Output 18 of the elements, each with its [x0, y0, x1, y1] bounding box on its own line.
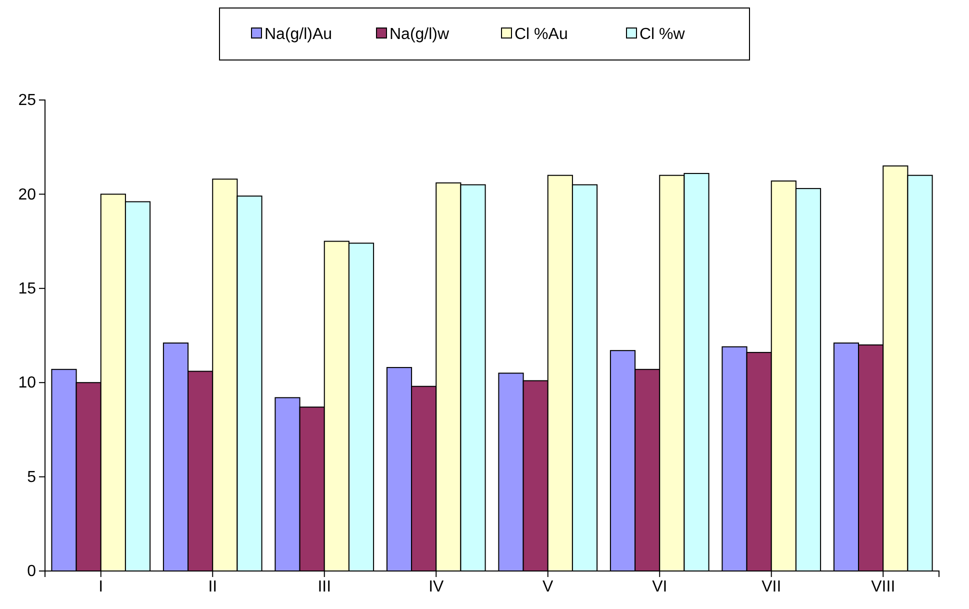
y-tick-label: 15: [18, 280, 36, 298]
x-tick-label: VIII: [871, 578, 896, 596]
x-tick-label: VII: [762, 578, 782, 596]
y-tick-label: 20: [18, 186, 36, 204]
legend-label: Na(g/l)w: [390, 26, 450, 43]
x-tick-label: II: [208, 578, 218, 596]
y-tick-label: 25: [18, 92, 36, 110]
y-tick-label: 5: [27, 468, 36, 486]
x-tick-label: V: [542, 578, 554, 596]
x-tick-label: III: [318, 578, 332, 596]
x-tick-label: IV: [428, 578, 444, 596]
x-tick-label: I: [98, 578, 104, 596]
y-tick-label: 0: [27, 563, 36, 580]
legend-label: Na(g/l)Au: [264, 26, 332, 43]
legend-label: Cl %w: [640, 26, 686, 43]
legend-label: Cl %Au: [514, 26, 568, 43]
y-tick-label: 10: [18, 374, 36, 392]
x-tick-label: VI: [652, 578, 668, 596]
